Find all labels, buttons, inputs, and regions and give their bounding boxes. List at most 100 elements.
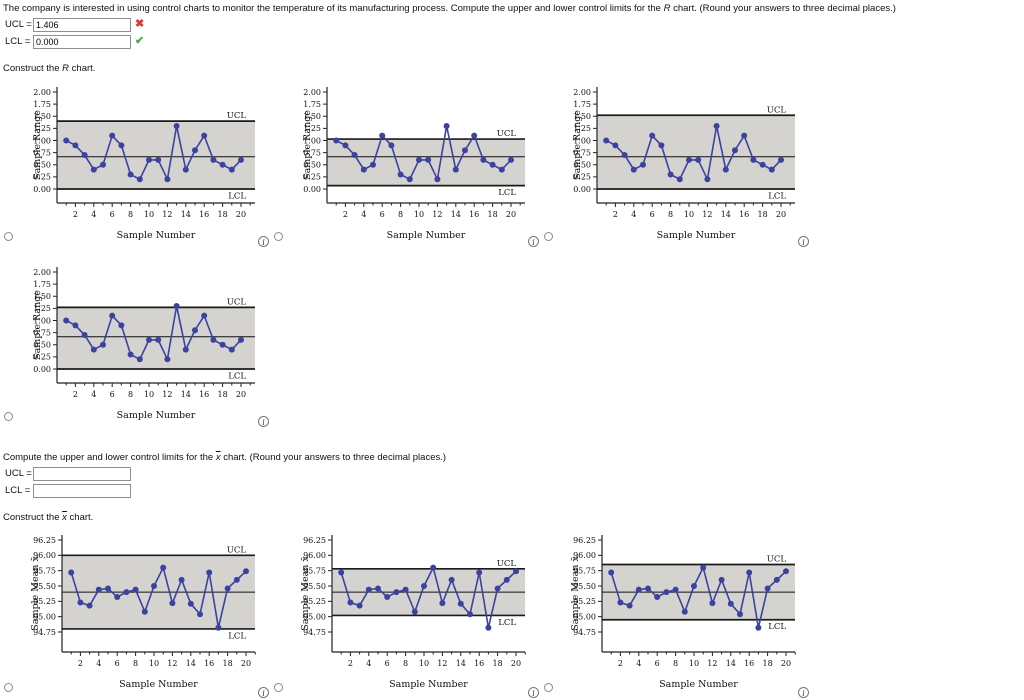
r-chart-options-row-2: 2.00 1.75 1.50 1.25 1.00 0.75 0.50 0.25 0.00 2 4 6 8… [0, 261, 1024, 429]
svg-text:2: 2 [73, 210, 78, 219]
construct-r-suffix: chart. [69, 63, 96, 74]
svg-text:95.00: 95.00 [573, 612, 596, 621]
svg-text:14: 14 [181, 390, 191, 399]
svg-text:6: 6 [385, 659, 390, 668]
svg-text:1.25: 1.25 [33, 304, 51, 313]
construct-r-prefix: Construct the [3, 63, 63, 74]
svg-text:95.25: 95.25 [303, 597, 326, 606]
svg-text:1.00: 1.00 [33, 136, 51, 145]
svg-text:4: 4 [636, 659, 641, 668]
svg-text:8: 8 [398, 210, 403, 219]
svg-text:14: 14 [721, 210, 731, 219]
correct-icon: ✔ [135, 35, 145, 47]
svg-text:95.00: 95.00 [33, 612, 56, 621]
svg-text:2.00: 2.00 [573, 88, 591, 97]
svg-text:0.00: 0.00 [573, 185, 591, 194]
xbar-lcl-input[interactable] [33, 483, 131, 498]
svg-text:16: 16 [744, 659, 754, 668]
svg-text:1.00: 1.00 [303, 136, 321, 145]
svg-text:12: 12 [432, 210, 442, 219]
xbar-chart-option-3: 96.25 96.00 95.75 95.50 95.25 95.00 94.75 2 4 6 8 1… [540, 532, 810, 700]
svg-text:1.00: 1.00 [573, 136, 591, 145]
svg-text:10: 10 [689, 659, 699, 668]
xbar-chart-option-3-radio[interactable] [544, 683, 553, 692]
r-lcl-input[interactable] [33, 34, 131, 49]
construct-r-heading: Construct the R chart. [3, 63, 1024, 75]
svg-text:10: 10 [144, 210, 154, 219]
question-text: The company is interested in using contr… [0, 0, 1024, 15]
info-icon[interactable]: i [528, 236, 539, 247]
svg-text:LCL: LCL [498, 618, 516, 628]
info-icon[interactable]: i [798, 236, 809, 247]
svg-text:10: 10 [144, 390, 154, 399]
svg-text:6: 6 [115, 659, 120, 668]
svg-text:6: 6 [380, 210, 385, 219]
svg-text:18: 18 [218, 390, 228, 399]
chart-canvas: 96.25 96.00 95.75 95.50 95.25 95.00 94.75 2 4 6 8 1… [300, 535, 526, 690]
svg-text:6: 6 [655, 659, 660, 668]
svg-text:1.50: 1.50 [573, 112, 591, 121]
svg-text:UCL: UCL [497, 559, 517, 569]
xbar-chart-option-2-radio[interactable] [274, 683, 283, 692]
xbar-lcl-answer-row: LCL = [5, 483, 1024, 498]
svg-text:8: 8 [128, 390, 133, 399]
chart-canvas: 2.00 1.75 1.50 1.25 1.00 0.75 0.50 0.25 0.00 2 4 6 8… [32, 87, 255, 241]
r-chart-option-4-radio[interactable] [4, 412, 13, 421]
svg-text:18: 18 [488, 210, 498, 219]
svg-text:UCL: UCL [227, 111, 247, 121]
svg-text:0.50: 0.50 [303, 161, 321, 170]
svg-text:2: 2 [348, 659, 353, 668]
xbar-chart-option-1-radio[interactable] [4, 683, 13, 692]
info-icon[interactable]: i [798, 687, 809, 698]
svg-text:96.25: 96.25 [33, 536, 56, 545]
svg-text:95.50: 95.50 [303, 582, 326, 591]
svg-text:UCL: UCL [497, 129, 517, 139]
svg-text:0.75: 0.75 [573, 148, 591, 157]
chart-canvas: 2.00 1.75 1.50 1.25 1.00 0.75 0.50 0.25 0.00 2 4 6 8… [572, 87, 795, 241]
svg-text:0.50: 0.50 [573, 161, 591, 170]
svg-text:Sample Number: Sample Number [117, 230, 196, 241]
svg-text:0.75: 0.75 [33, 148, 51, 157]
construct-xbar-variable: x [62, 512, 67, 523]
svg-text:12: 12 [707, 659, 717, 668]
svg-text:96.25: 96.25 [303, 536, 326, 545]
svg-text:18: 18 [223, 659, 233, 668]
r-chart-option-1-radio[interactable] [4, 232, 13, 241]
svg-text:4: 4 [96, 659, 101, 668]
svg-text:4: 4 [91, 210, 96, 219]
svg-text:95.50: 95.50 [33, 582, 56, 591]
svg-text:18: 18 [493, 659, 503, 668]
svg-text:0.75: 0.75 [33, 328, 51, 337]
svg-text:2.00: 2.00 [33, 268, 51, 277]
r-chart-option-2-plot: 2.00 1.75 1.50 1.25 1.00 0.75 0.50 0.25 0.00 2 4 6 8… [288, 81, 534, 246]
svg-text:0.50: 0.50 [33, 161, 51, 170]
r-chart-option-2-radio[interactable] [274, 232, 283, 241]
svg-text:0.00: 0.00 [303, 185, 321, 194]
info-icon[interactable]: i [258, 236, 269, 247]
svg-text:Sample Mean x̄: Sample Mean x̄ [30, 556, 41, 631]
svg-text:96.00: 96.00 [33, 551, 56, 560]
svg-text:1.75: 1.75 [33, 280, 51, 289]
xbar-ucl-input[interactable] [33, 466, 131, 481]
construct-r-variable: R [62, 63, 70, 74]
xbar-ucl-label: UCL = [5, 468, 32, 479]
r-ucl-label: UCL = [5, 19, 32, 30]
info-icon[interactable]: i [258, 416, 269, 427]
xbar-chart-option-2-plot: 96.25 96.00 95.75 95.50 95.25 95.00 94.75 2 4 6 8 1… [288, 532, 534, 695]
svg-text:20: 20 [506, 210, 516, 219]
r-lcl-label: LCL = [5, 36, 31, 47]
info-icon[interactable]: i [258, 687, 269, 698]
info-icon[interactable]: i [528, 687, 539, 698]
svg-text:16: 16 [474, 659, 484, 668]
svg-text:0.25: 0.25 [303, 173, 321, 182]
r-chart-option-3-radio[interactable] [544, 232, 553, 241]
svg-text:Sample Range: Sample Range [32, 290, 43, 360]
svg-text:95.75: 95.75 [303, 566, 326, 575]
xbar-chart-option-1-plot: 96.25 96.00 95.75 95.50 95.25 95.00 94.75 2 4 6 8 1… [18, 532, 264, 695]
svg-text:Sample Range: Sample Range [572, 110, 583, 180]
r-ucl-input[interactable] [33, 17, 131, 32]
svg-text:94.75: 94.75 [33, 628, 56, 637]
svg-text:8: 8 [133, 659, 138, 668]
r-lcl-answer-row: LCL = ✔ [5, 34, 1024, 49]
svg-text:16: 16 [739, 210, 749, 219]
